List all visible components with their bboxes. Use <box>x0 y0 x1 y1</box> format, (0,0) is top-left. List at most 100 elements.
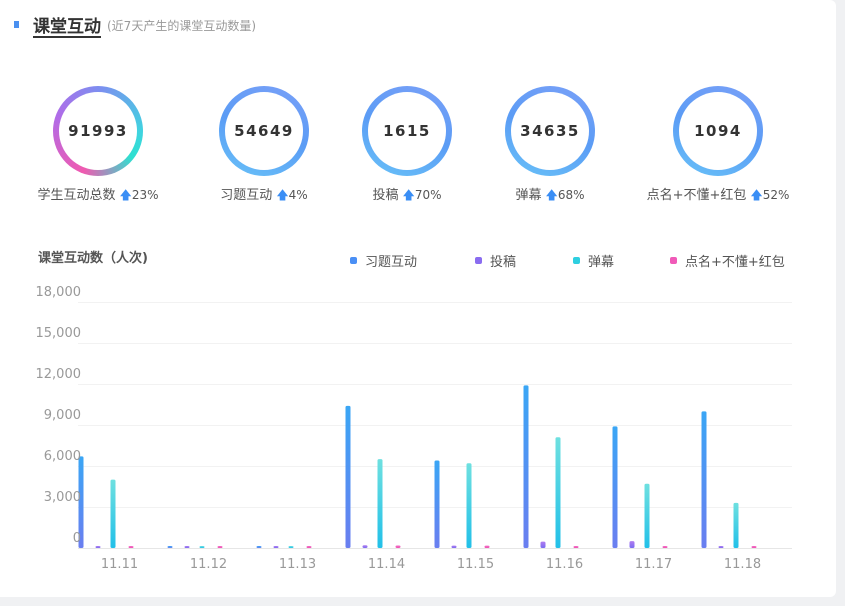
trend-up-icon: 🡅 <box>119 188 132 202</box>
stat-value: 91993 <box>59 92 137 170</box>
bar-submission[interactable] <box>629 541 635 548</box>
legend-item-exercise[interactable]: 习题互动 <box>350 251 417 270</box>
bar-danmaku[interactable] <box>288 546 294 548</box>
bar-danmaku[interactable] <box>466 463 472 548</box>
bar-exercise[interactable] <box>345 405 351 548</box>
bar-danmaku[interactable] <box>377 459 383 548</box>
legend-swatch <box>350 257 357 264</box>
bar-exercise[interactable] <box>612 426 618 548</box>
stat-value: 1094 <box>679 92 757 170</box>
bar-rollcall[interactable] <box>484 545 490 548</box>
bar-exercise[interactable] <box>78 456 84 548</box>
legend-label: 习题互动 <box>365 255 418 270</box>
bar-rollcall[interactable] <box>395 545 401 548</box>
bar-danmaku[interactable] <box>733 502 739 548</box>
bar-exercise[interactable] <box>167 546 173 548</box>
stat-label: 学生互动总数 <box>37 188 116 203</box>
x-tick-label: 11.17 <box>635 557 672 572</box>
bar-submission[interactable] <box>540 541 546 548</box>
stat-submission: 1615 投稿 🡅70% <box>327 86 487 207</box>
section-subtitle: (近7天产生的课堂互动数量) <box>107 19 256 33</box>
stat-exercise: 54649 习题互动 🡅4% <box>184 86 344 207</box>
x-tick-label: 11.18 <box>724 557 761 572</box>
stat-change: 4% <box>288 188 308 202</box>
stat-change: 70% <box>414 188 442 202</box>
bar-chart: 0 3,000 6,000 9,000 12,000 15,000 18,000 11.11 1… <box>36 285 792 572</box>
stat-label-row: 弹幕 🡅68% <box>470 184 630 207</box>
chart-title: 课堂互动数（人次) <box>38 251 148 266</box>
stat-label-row: 点名+不懂+红包 🡅52% <box>638 184 798 207</box>
x-tick-label: 11.16 <box>546 557 583 572</box>
legend-label: 投稿 <box>490 255 517 270</box>
stat-label: 习题互动 <box>220 188 273 203</box>
y-tick-label: 0 <box>73 531 81 546</box>
stat-change: 68% <box>557 188 585 202</box>
bar-rollcall[interactable] <box>128 546 134 548</box>
x-tick-label: 11.12 <box>190 557 227 572</box>
bar-submission[interactable] <box>362 545 368 548</box>
stat-label-row: 习题互动 🡅4% <box>184 184 344 207</box>
stat-label: 投稿 <box>372 188 399 203</box>
legend-swatch <box>475 257 482 264</box>
bar-rollcall[interactable] <box>573 546 579 548</box>
legend-label: 弹幕 <box>588 255 615 270</box>
stat-ring: 1615 <box>362 86 452 176</box>
legend-label: 点名+不懂+红包 <box>685 255 785 270</box>
bar-rollcall[interactable] <box>751 545 757 548</box>
x-tick-label: 11.11 <box>101 557 138 572</box>
x-tick-label: 11.14 <box>368 557 405 572</box>
stat-ring: 91993 <box>53 86 143 176</box>
stat-ring: 1094 <box>673 86 763 176</box>
stat-ring: 54649 <box>219 86 309 176</box>
stat-danmaku: 34635 弹幕 🡅68% <box>470 86 630 207</box>
bar-danmaku[interactable] <box>644 483 650 548</box>
bar-rollcall[interactable] <box>662 545 668 548</box>
bar-danmaku[interactable] <box>199 546 205 548</box>
y-tick-label: 15,000 <box>36 326 82 341</box>
bar-rollcall[interactable] <box>306 546 312 548</box>
trend-up-icon: 🡅 <box>545 188 558 202</box>
bar-exercise[interactable] <box>256 546 262 548</box>
bar-submission[interactable] <box>273 546 279 548</box>
y-tick-label: 12,000 <box>36 367 82 382</box>
trend-up-icon: 🡅 <box>750 188 763 202</box>
bar-submission[interactable] <box>451 545 457 548</box>
x-tick-label: 11.13 <box>279 557 316 572</box>
bar-danmaku[interactable] <box>110 479 116 548</box>
trend-up-icon: 🡅 <box>276 188 289 202</box>
legend-swatch <box>573 257 580 264</box>
bar-rollcall[interactable] <box>217 546 223 548</box>
classroom-interaction-card: 课堂互动 (近7天产生的课堂互动数量) 91993 学生互动总数 🡅23% 546… <box>0 0 836 597</box>
stat-label: 点名+不懂+红包 <box>646 188 747 203</box>
legend-swatch <box>670 257 677 264</box>
section-marker <box>14 20 19 28</box>
stat-rollcall: 1094 点名+不懂+红包 🡅52% <box>638 86 798 207</box>
bar-exercise[interactable] <box>701 411 707 548</box>
stat-label-row: 投稿 🡅70% <box>327 184 487 207</box>
stat-total: 91993 学生互动总数 🡅23% <box>18 86 178 207</box>
x-tick-label: 11.15 <box>457 557 494 572</box>
stat-label: 弹幕 <box>515 188 542 203</box>
stat-ring: 34635 <box>505 86 595 176</box>
y-tick-label: 9,000 <box>44 408 81 423</box>
bar-submission[interactable] <box>184 546 190 548</box>
stat-value: 34635 <box>511 92 589 170</box>
stat-value: 54649 <box>225 92 303 170</box>
trend-up-icon: 🡅 <box>402 188 415 202</box>
bar-exercise[interactable] <box>523 385 529 548</box>
section-header: 课堂互动 (近7天产生的课堂互动数量) <box>14 12 256 37</box>
bar-submission[interactable] <box>95 546 101 548</box>
y-tick-label: 3,000 <box>44 490 81 505</box>
legend-item-rollcall[interactable]: 点名+不懂+红包 <box>670 251 785 270</box>
section-title[interactable]: 课堂互动 <box>33 16 101 37</box>
y-tick-label: 18,000 <box>36 285 82 300</box>
bar-danmaku[interactable] <box>555 437 561 548</box>
stat-label-row: 学生互动总数 🡅23% <box>18 184 178 207</box>
stat-value: 1615 <box>368 92 446 170</box>
bar-exercise[interactable] <box>434 460 440 548</box>
stat-change: 52% <box>762 188 790 202</box>
bar-submission[interactable] <box>718 546 724 548</box>
y-tick-label: 6,000 <box>44 449 81 464</box>
legend-item-danmaku[interactable]: 弹幕 <box>573 251 614 270</box>
legend-item-submission[interactable]: 投稿 <box>475 251 516 270</box>
